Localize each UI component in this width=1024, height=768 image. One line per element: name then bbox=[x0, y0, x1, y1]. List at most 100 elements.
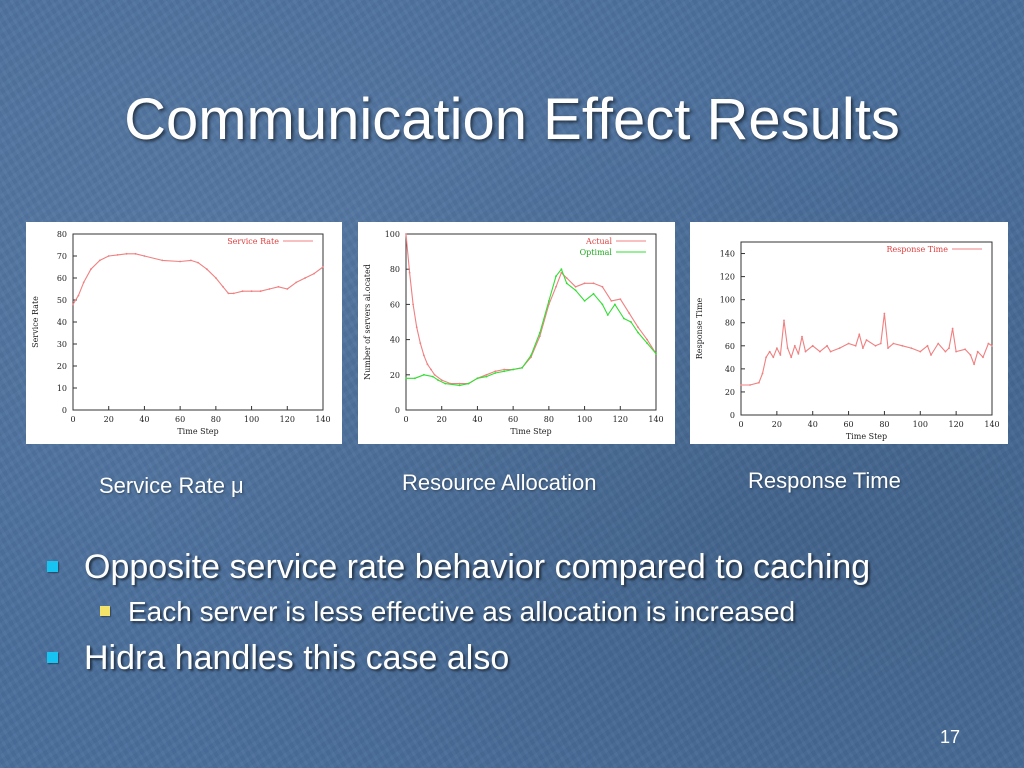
data-point bbox=[797, 353, 800, 355]
data-point bbox=[503, 368, 506, 371]
data-point bbox=[926, 344, 929, 347]
data-point bbox=[467, 382, 470, 385]
y-tick-label: 0 bbox=[395, 406, 400, 415]
x-tick-label: 60 bbox=[508, 415, 518, 424]
data-point bbox=[740, 384, 742, 386]
data-point bbox=[901, 344, 904, 347]
data-point bbox=[610, 300, 613, 302]
data-point bbox=[574, 289, 577, 292]
data-point bbox=[222, 285, 224, 288]
y-tick-label: 10 bbox=[57, 384, 67, 393]
data-point bbox=[512, 368, 514, 371]
data-point bbox=[583, 300, 586, 302]
data-point bbox=[555, 285, 557, 288]
legend-label: Actual bbox=[585, 237, 612, 246]
x-tick-label: 40 bbox=[139, 415, 149, 424]
y-tick-label: 40 bbox=[390, 336, 400, 345]
x-tick-label: 80 bbox=[544, 415, 554, 424]
data-point bbox=[560, 268, 563, 271]
data-point bbox=[555, 275, 557, 278]
data-point bbox=[405, 233, 407, 235]
data-point bbox=[440, 379, 443, 381]
x-tick-label: 60 bbox=[843, 420, 853, 429]
x-tick-label: 140 bbox=[984, 420, 999, 429]
data-point bbox=[991, 344, 993, 347]
plot-frame bbox=[72, 233, 324, 411]
data-point bbox=[790, 356, 793, 359]
data-point bbox=[322, 266, 324, 268]
data-point bbox=[973, 363, 975, 366]
y-tick-label: 40 bbox=[725, 365, 735, 374]
data-point bbox=[930, 354, 932, 356]
data-point bbox=[90, 268, 92, 271]
y-tick-label: 80 bbox=[57, 230, 67, 239]
resource-allocation-chart: 0 20 40 60 80 100 120 140 0 20 40 60 80 100 Time Step N… bbox=[358, 222, 675, 444]
y-tick-label: 40 bbox=[57, 318, 67, 327]
data-point bbox=[313, 272, 315, 275]
data-point bbox=[619, 298, 622, 300]
data-point bbox=[412, 303, 414, 306]
y-tick-label: 120 bbox=[720, 273, 735, 282]
legend-label: Service Rate bbox=[227, 237, 279, 246]
data-point bbox=[72, 303, 74, 306]
data-point bbox=[955, 350, 957, 353]
series-line-response-time bbox=[741, 312, 993, 386]
y-tick-label: 60 bbox=[390, 300, 400, 309]
bullet-text: Hidra handles this case also bbox=[84, 639, 510, 677]
data-point bbox=[982, 356, 984, 359]
data-point bbox=[937, 342, 940, 345]
data-point bbox=[415, 326, 418, 329]
bullet-square-icon bbox=[47, 561, 58, 572]
plot-frame bbox=[740, 241, 993, 416]
data-point bbox=[494, 372, 497, 374]
legend-label: Optimal bbox=[580, 248, 613, 257]
data-point bbox=[539, 335, 541, 337]
x-tick-label: 0 bbox=[403, 415, 408, 424]
series-line-optimal bbox=[406, 268, 657, 386]
data-point bbox=[637, 326, 639, 329]
data-point bbox=[485, 375, 488, 378]
data-point bbox=[295, 281, 298, 284]
service-rate-chart-svg: 0 20 40 60 80 100 120 140 0 10 20 30 40 50 60 70 80 Time … bbox=[31, 230, 331, 436]
x-tick-label: 140 bbox=[315, 415, 330, 424]
data-point bbox=[768, 350, 771, 353]
data-point bbox=[779, 354, 782, 356]
data-point bbox=[623, 317, 625, 320]
response-time-chart: 0 20 40 60 80 100 120 140 0 20 40 60 80 100 120 140 Time… bbox=[690, 222, 1008, 444]
data-point bbox=[583, 282, 586, 285]
x-tick-label: 40 bbox=[472, 415, 482, 424]
x-tick-label: 0 bbox=[70, 415, 75, 424]
data-point bbox=[530, 354, 532, 357]
series-line-actual bbox=[405, 233, 657, 385]
x-tick-label: 0 bbox=[738, 420, 743, 429]
data-point bbox=[887, 347, 889, 349]
data-point bbox=[539, 331, 541, 334]
y-tick-label: 100 bbox=[385, 230, 400, 239]
data-point bbox=[646, 342, 648, 344]
sub-bullet-square-icon bbox=[100, 606, 110, 616]
y-tick-label: 60 bbox=[725, 342, 735, 351]
data-point bbox=[948, 347, 950, 349]
x-axis-label: Time Step bbox=[177, 427, 218, 436]
x-tick-label: 20 bbox=[104, 415, 114, 424]
data-point bbox=[606, 314, 609, 316]
data-point bbox=[190, 259, 192, 262]
data-point bbox=[476, 377, 479, 380]
bullet-hidra-handles: Hidra handles this case also bbox=[47, 639, 510, 678]
y-axis-label: Number of servers al.ocated bbox=[363, 264, 372, 380]
y-axis-label: Service Rate bbox=[31, 296, 40, 348]
data-point bbox=[749, 384, 751, 386]
y-tick-label: 20 bbox=[57, 362, 67, 371]
data-point bbox=[423, 373, 425, 376]
data-point bbox=[423, 354, 425, 357]
data-point bbox=[227, 292, 230, 295]
data-point bbox=[964, 348, 966, 351]
data-point bbox=[197, 261, 199, 264]
data-point bbox=[125, 252, 128, 255]
bullet-square-icon bbox=[47, 652, 58, 663]
data-point bbox=[437, 379, 439, 381]
data-point bbox=[444, 382, 447, 385]
x-tick-label: 120 bbox=[280, 415, 295, 424]
y-tick-label: 60 bbox=[57, 274, 67, 283]
data-point bbox=[592, 292, 595, 295]
